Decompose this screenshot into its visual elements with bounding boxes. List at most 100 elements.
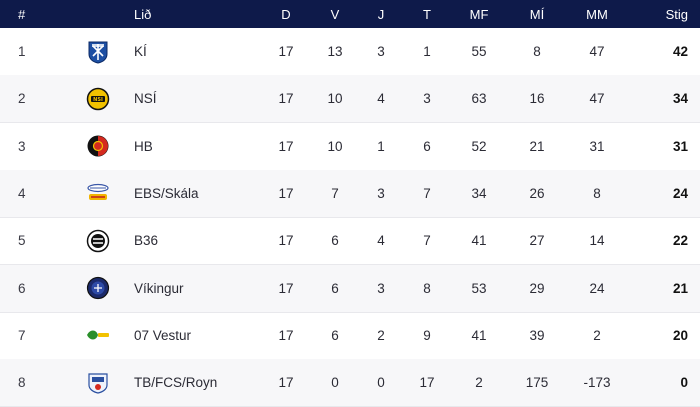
row-position: 2 <box>18 91 26 107</box>
row-lost: 9 <box>423 327 431 343</box>
ebs-skala-crest-icon[interactable] <box>85 170 111 217</box>
team-name-link[interactable]: HB <box>134 138 153 154</box>
row-played: 17 <box>278 375 294 391</box>
row-drawn: 3 <box>377 280 385 296</box>
row-goal-diff: 14 <box>589 233 605 249</box>
team-name-link[interactable]: Víkingur <box>134 280 184 296</box>
col-header-goal-diff[interactable]: MM <box>586 6 608 22</box>
col-header-drawn[interactable]: J <box>377 6 385 22</box>
row-drawn: 0 <box>377 375 385 391</box>
table-row[interactable]: 3 HB 17 10 1 6 52 21 31 31 <box>0 123 700 171</box>
row-lost: 3 <box>423 91 431 107</box>
row-position: 1 <box>18 44 26 59</box>
row-goals-for: 41 <box>471 327 487 343</box>
row-played: 17 <box>278 280 294 296</box>
row-drawn: 3 <box>377 44 385 59</box>
row-goals-against: 29 <box>529 280 545 296</box>
row-points: 24 <box>672 185 688 201</box>
row-drawn: 4 <box>377 91 385 107</box>
row-drawn: 4 <box>377 233 385 249</box>
hb-crest-icon[interactable] <box>85 123 111 170</box>
row-points: 22 <box>672 233 688 249</box>
row-lost: 7 <box>423 185 431 201</box>
row-lost: 7 <box>423 233 431 249</box>
row-drawn: 2 <box>377 327 385 343</box>
row-won: 0 <box>331 375 339 391</box>
row-goals-for: 41 <box>471 233 487 249</box>
row-won: 10 <box>327 91 343 107</box>
row-played: 17 <box>278 233 294 249</box>
row-points: 0 <box>680 375 688 391</box>
row-won: 13 <box>327 44 343 59</box>
row-lost: 17 <box>419 375 435 391</box>
row-position: 4 <box>18 185 26 201</box>
row-position: 3 <box>18 138 26 154</box>
team-name-link[interactable]: KÍ <box>134 44 147 59</box>
row-goals-for: 2 <box>475 375 483 391</box>
row-goals-against: 39 <box>529 327 545 343</box>
col-header-won[interactable]: V <box>330 6 340 22</box>
table-row[interactable]: 2 NSI NSÍ 17 10 4 3 63 16 47 34 <box>0 75 700 124</box>
row-position: 7 <box>18 327 26 343</box>
table-row[interactable]: 8 TB/FCS/Royn 17 0 0 17 2 175 -173 0 <box>0 359 700 407</box>
row-goal-diff: 31 <box>589 138 605 154</box>
row-won: 6 <box>331 233 339 249</box>
col-header-team[interactable]: Lið <box>134 6 152 22</box>
table-row[interactable]: 1 KÍ 17 13 3 1 55 8 47 42 <box>0 28 700 76</box>
tb-fcs-royn-crest-icon[interactable] <box>85 359 111 406</box>
table-row[interactable]: 5 B36 17 6 4 7 41 27 14 22 <box>0 217 700 266</box>
row-goals-against: 26 <box>529 185 545 201</box>
nsi-crest-icon[interactable]: NSI <box>85 75 111 122</box>
team-name-link[interactable]: B36 <box>134 233 159 249</box>
row-won: 10 <box>327 138 343 154</box>
row-goals-against: 21 <box>529 138 545 154</box>
col-header-played[interactable]: D <box>281 6 291 22</box>
row-points: 20 <box>672 327 688 343</box>
table-row[interactable]: 6 Víkingur 17 6 3 8 53 29 24 21 <box>0 264 700 313</box>
row-won: 7 <box>331 185 339 201</box>
team-name-link[interactable]: 07 Vestur <box>134 327 192 343</box>
team-name-link[interactable]: EBS/Skála <box>134 185 199 201</box>
row-points: 34 <box>672 91 688 107</box>
row-position: 8 <box>18 375 26 391</box>
col-header-lost[interactable]: T <box>423 6 431 22</box>
vikingur-crest-icon[interactable] <box>85 265 111 312</box>
row-lost: 6 <box>423 138 431 154</box>
row-goal-diff: 2 <box>593 327 601 343</box>
row-lost: 8 <box>423 280 431 296</box>
team-name-link[interactable]: TB/FCS/Royn <box>134 375 218 391</box>
b36-crest-icon[interactable] <box>85 217 111 264</box>
row-won: 6 <box>331 327 339 343</box>
col-header-position[interactable]: # <box>18 6 26 22</box>
table-header: # Lið D V J T MF MÍ MM Stig <box>0 0 700 28</box>
row-position: 6 <box>18 280 26 296</box>
col-header-points[interactable]: Stig <box>665 6 688 22</box>
row-goals-against: 16 <box>529 91 545 107</box>
row-points: 21 <box>672 280 688 296</box>
ki-crest-icon[interactable] <box>85 28 111 75</box>
row-goals-for: 34 <box>471 185 487 201</box>
row-goals-for: 55 <box>471 44 487 59</box>
row-goal-diff: 47 <box>589 91 605 107</box>
row-goal-diff: 8 <box>593 185 601 201</box>
row-played: 17 <box>278 327 294 343</box>
row-played: 17 <box>278 185 294 201</box>
row-drawn: 1 <box>377 138 385 154</box>
row-goals-for: 63 <box>471 91 487 107</box>
table-row[interactable]: 4 EBS/Skála 17 7 3 7 34 26 8 24 <box>0 169 700 218</box>
row-won: 6 <box>331 280 339 296</box>
col-header-goals-against[interactable]: MÍ <box>529 6 545 22</box>
team-name-link[interactable]: NSÍ <box>134 91 157 107</box>
row-goals-against: 8 <box>533 44 541 59</box>
row-points: 42 <box>672 44 688 59</box>
table-row[interactable]: 7 07 Vestur 17 6 2 9 41 39 2 20 <box>0 312 700 360</box>
row-played: 17 <box>278 91 294 107</box>
row-goal-diff: 24 <box>589 280 605 296</box>
svg-text:NSI: NSI <box>93 97 103 103</box>
col-header-goals-for[interactable]: MF <box>469 6 489 22</box>
07-vestur-crest-icon[interactable] <box>85 312 111 359</box>
row-position: 5 <box>18 233 26 249</box>
row-lost: 1 <box>423 44 431 59</box>
row-goal-diff: 47 <box>589 44 605 59</box>
